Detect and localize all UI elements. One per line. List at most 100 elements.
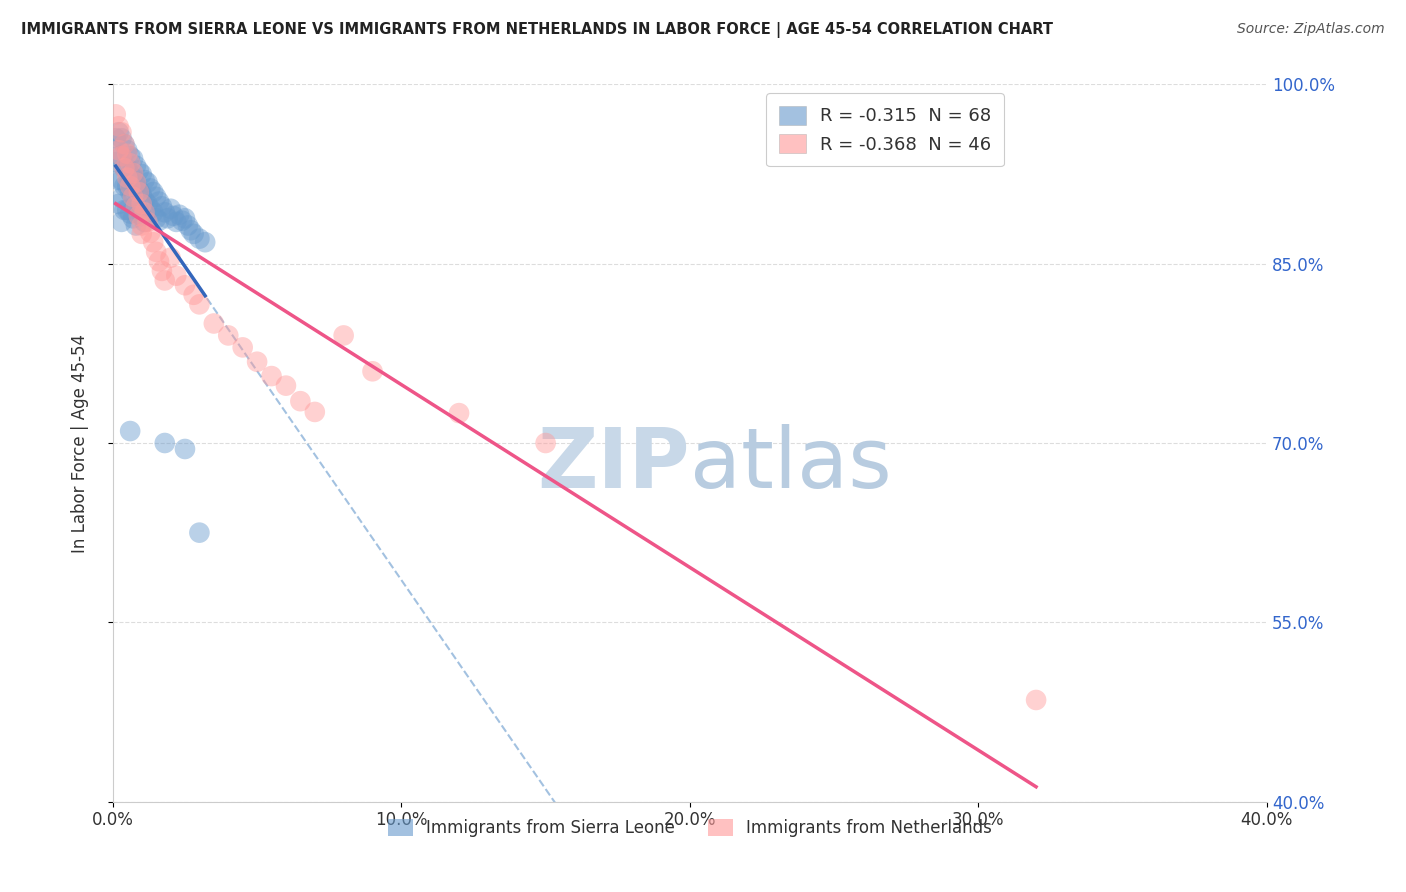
Point xyxy=(131,167,153,181)
Point xyxy=(134,215,156,229)
Point xyxy=(110,191,132,205)
Point xyxy=(117,202,139,217)
Point xyxy=(134,173,156,187)
Point xyxy=(112,137,135,152)
Point xyxy=(449,406,471,420)
Point xyxy=(117,170,139,185)
Point xyxy=(304,405,326,419)
Point xyxy=(125,197,148,211)
Point xyxy=(148,213,170,227)
Point xyxy=(110,173,132,187)
Point xyxy=(112,161,135,175)
Point xyxy=(125,159,148,173)
Point xyxy=(183,227,205,241)
Point xyxy=(117,161,139,175)
Text: IMMIGRANTS FROM SIERRA LEONE VS IMMIGRANTS FROM NETHERLANDS IN LABOR FORCE | AGE: IMMIGRANTS FROM SIERRA LEONE VS IMMIGRAN… xyxy=(21,22,1053,38)
Point xyxy=(122,170,145,185)
Point xyxy=(120,185,142,199)
Point xyxy=(122,190,145,204)
Legend: Immigrants from Sierra Leone, Immigrants from Netherlands: Immigrants from Sierra Leone, Immigrants… xyxy=(381,812,998,844)
Point xyxy=(148,194,170,209)
Point xyxy=(159,202,181,216)
Point xyxy=(150,199,173,213)
Point xyxy=(139,226,162,240)
Point xyxy=(104,155,127,169)
Point xyxy=(128,209,150,223)
Point xyxy=(232,340,254,354)
Point xyxy=(534,436,557,450)
Point xyxy=(117,146,139,161)
Point xyxy=(177,219,200,233)
Point xyxy=(172,213,194,227)
Point xyxy=(117,179,139,194)
Point xyxy=(120,424,142,438)
Point xyxy=(107,149,129,163)
Point xyxy=(125,178,148,192)
Point xyxy=(165,215,187,229)
Text: Source: ZipAtlas.com: Source: ZipAtlas.com xyxy=(1237,22,1385,37)
Y-axis label: In Labor Force | Age 45-54: In Labor Force | Age 45-54 xyxy=(72,334,89,552)
Point xyxy=(131,227,153,241)
Point xyxy=(246,355,269,369)
Point xyxy=(290,394,312,409)
Point xyxy=(110,125,132,139)
Point xyxy=(120,149,142,163)
Point xyxy=(104,107,127,121)
Point xyxy=(120,167,142,181)
Point xyxy=(131,219,153,233)
Point xyxy=(153,205,176,219)
Point xyxy=(104,131,127,145)
Point xyxy=(361,364,384,378)
Point xyxy=(134,194,156,208)
Text: atlas: atlas xyxy=(690,424,891,505)
Point xyxy=(112,161,135,175)
Point xyxy=(122,166,145,180)
Point xyxy=(174,278,197,293)
Point xyxy=(110,149,132,163)
Text: ZIP: ZIP xyxy=(537,424,690,505)
Point xyxy=(122,188,145,202)
Point xyxy=(174,211,197,226)
Point xyxy=(134,205,156,219)
Point xyxy=(156,211,179,226)
Point xyxy=(167,208,190,222)
Point xyxy=(142,185,165,199)
Point xyxy=(122,152,145,166)
Point xyxy=(136,197,159,211)
Point xyxy=(145,190,167,204)
Point xyxy=(131,209,153,223)
Point xyxy=(112,179,135,194)
Point xyxy=(110,149,132,163)
Point xyxy=(165,268,187,283)
Point xyxy=(107,120,129,134)
Point xyxy=(174,442,197,456)
Point xyxy=(1025,693,1047,707)
Point xyxy=(180,223,202,237)
Point xyxy=(142,205,165,219)
Point xyxy=(131,197,153,211)
Point xyxy=(194,235,217,250)
Point xyxy=(107,197,129,211)
Point xyxy=(120,156,142,170)
Point xyxy=(107,173,129,187)
Point xyxy=(162,209,184,223)
Point xyxy=(122,211,145,226)
Point xyxy=(125,199,148,213)
Point xyxy=(128,163,150,178)
Point xyxy=(117,143,139,157)
Point xyxy=(125,176,148,190)
Point xyxy=(139,181,162,195)
Point xyxy=(153,273,176,287)
Point xyxy=(148,254,170,268)
Point xyxy=(131,187,153,202)
Point xyxy=(217,328,239,343)
Point xyxy=(125,219,148,233)
Point xyxy=(107,143,129,157)
Point xyxy=(107,125,129,139)
Point xyxy=(128,183,150,197)
Point xyxy=(136,215,159,229)
Point xyxy=(202,317,225,331)
Point xyxy=(188,297,211,311)
Point xyxy=(136,176,159,190)
Point xyxy=(128,202,150,217)
